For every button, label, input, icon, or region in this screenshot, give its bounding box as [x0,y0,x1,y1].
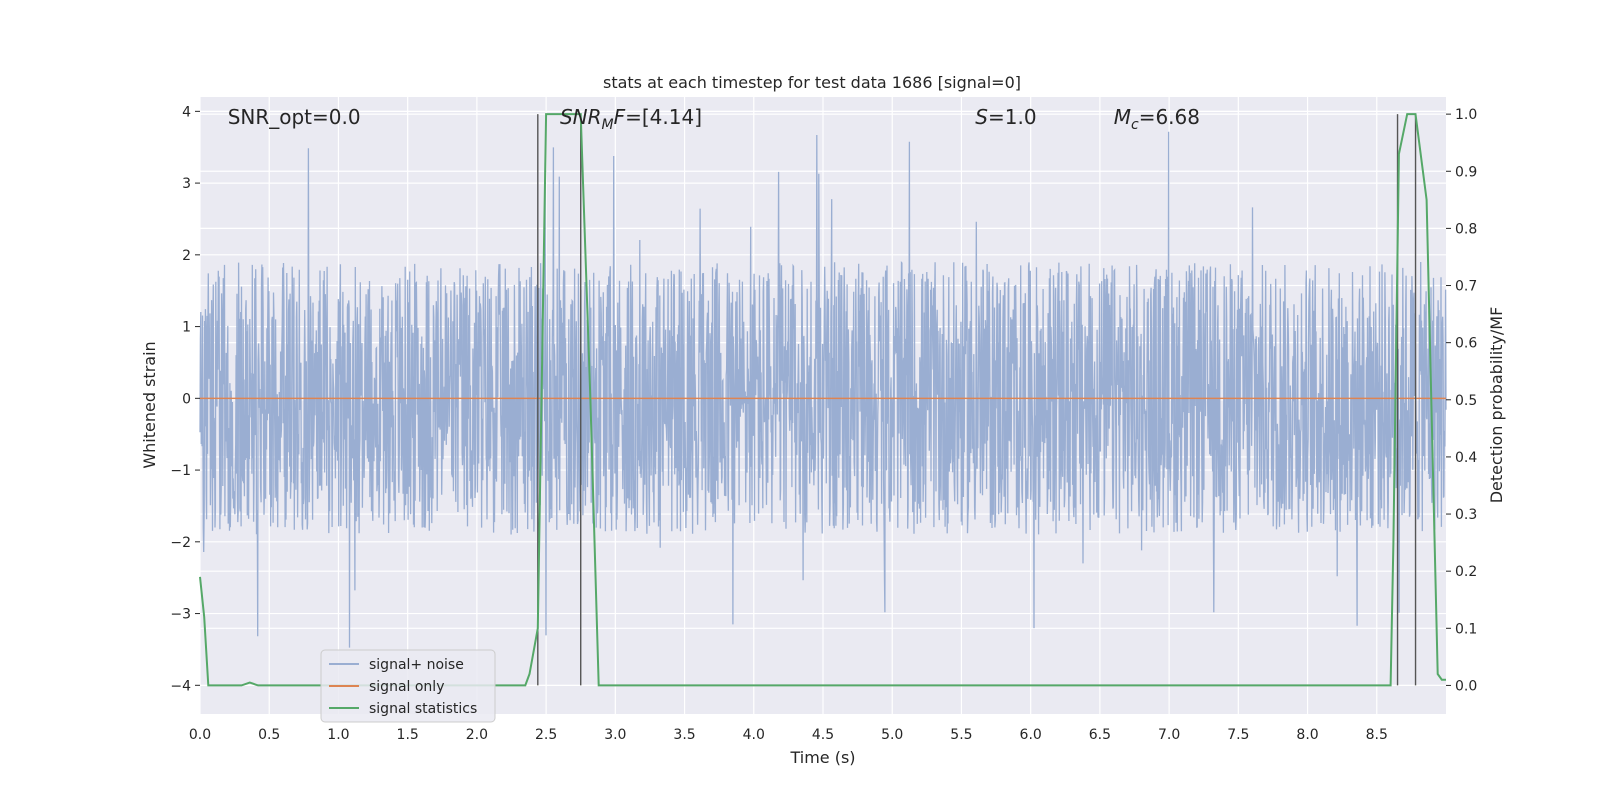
y2-tick-label: 0.5 [1455,393,1477,409]
y-tick-label: 2 [182,248,191,264]
annotation-3: Mc=6.68 [1114,105,1200,133]
annotation-0: SNR_opt=0.0 [228,105,361,129]
legend-label: signal+ noise [369,657,464,673]
y-ticks: −4 −3 −2 −1 0 1 2 3 4 [170,104,200,694]
y-tick-label: 3 [182,176,191,192]
y2-tick-label: 0.0 [1455,678,1477,694]
annotations: SNR_opt=0.0 SNRMF=[4.14] S=1.0 Mc=6.68 [228,105,1200,133]
y2-tick-label: 0.6 [1455,336,1477,352]
y2-tick-label: 0.3 [1455,507,1477,523]
y2-tick-label: 0.7 [1455,279,1477,295]
y-tick-label: −1 [170,463,191,479]
x-tick-label: 4.5 [812,727,834,743]
y2-ticks: 0.0 0.1 0.2 0.3 0.4 0.5 0.6 0.7 0.8 0.9 1.0 [1446,107,1477,694]
legend-label: signal statistics [369,701,477,717]
x-tick-label: 4.0 [743,727,765,743]
x-tick-label: 6.5 [1089,727,1111,743]
y-tick-label: 1 [182,320,191,336]
x-tick-label: 3.5 [673,727,695,743]
y2-tick-label: 1.0 [1455,107,1477,123]
y-tick-label: −4 [170,678,191,694]
y-tick-label: 4 [182,104,191,120]
x-tick-label: 1.5 [397,727,419,743]
x-ticks: 0.0 0.5 1.0 1.5 2.0 2.5 3.0 3.5 4.0 4.5 5.0 5.5 6.0 6… [189,727,1388,743]
x-tick-label: 7.0 [1158,727,1180,743]
x-tick-label: 8.0 [1296,727,1318,743]
y-axis-label: Whitened strain [140,341,159,468]
x-tick-label: 7.5 [1227,727,1249,743]
stats-line [199,113,1446,687]
legend-box [320,649,496,723]
noise-line [199,131,1447,648]
x-tick-label: 5.0 [881,727,903,743]
x-tick-label: 1.0 [327,727,349,743]
x-tick-label: 0.0 [189,727,211,743]
x-tick-label: 8.5 [1366,727,1388,743]
noise-series [199,131,1447,648]
y2-tick-label: 0.2 [1455,564,1477,580]
signal-statistics-series [199,113,1446,687]
x-tick-label: 3.0 [604,727,626,743]
legend-label: signal only [369,679,444,695]
annotation-2: S=1.0 [975,105,1036,129]
x-tick-label: 2.0 [466,727,488,743]
x-tick-label: 5.5 [950,727,972,743]
y-tick-label: −2 [170,535,191,551]
y-tick-label: 0 [182,391,191,407]
y2-tick-label: 0.9 [1455,164,1477,180]
x-tick-label: 0.5 [258,727,280,743]
y2-tick-label: 0.4 [1455,450,1477,466]
y2-tick-label: 0.8 [1455,221,1477,237]
y2-tick-label: 0.1 [1455,621,1477,637]
x-tick-label: 6.0 [1020,727,1042,743]
y2-axis-label: Detection probability/MF [1487,307,1506,504]
legend: signal+ noise signal only signal statistic… [320,649,496,723]
x-axis-label: Time (s) [789,748,855,767]
y-tick-label: −3 [170,607,191,623]
chart-title: stats at each timestep for test data 168… [603,73,1021,92]
annotation-1: SNRMF=[4.14] [560,105,702,133]
x-tick-label: 2.5 [535,727,557,743]
